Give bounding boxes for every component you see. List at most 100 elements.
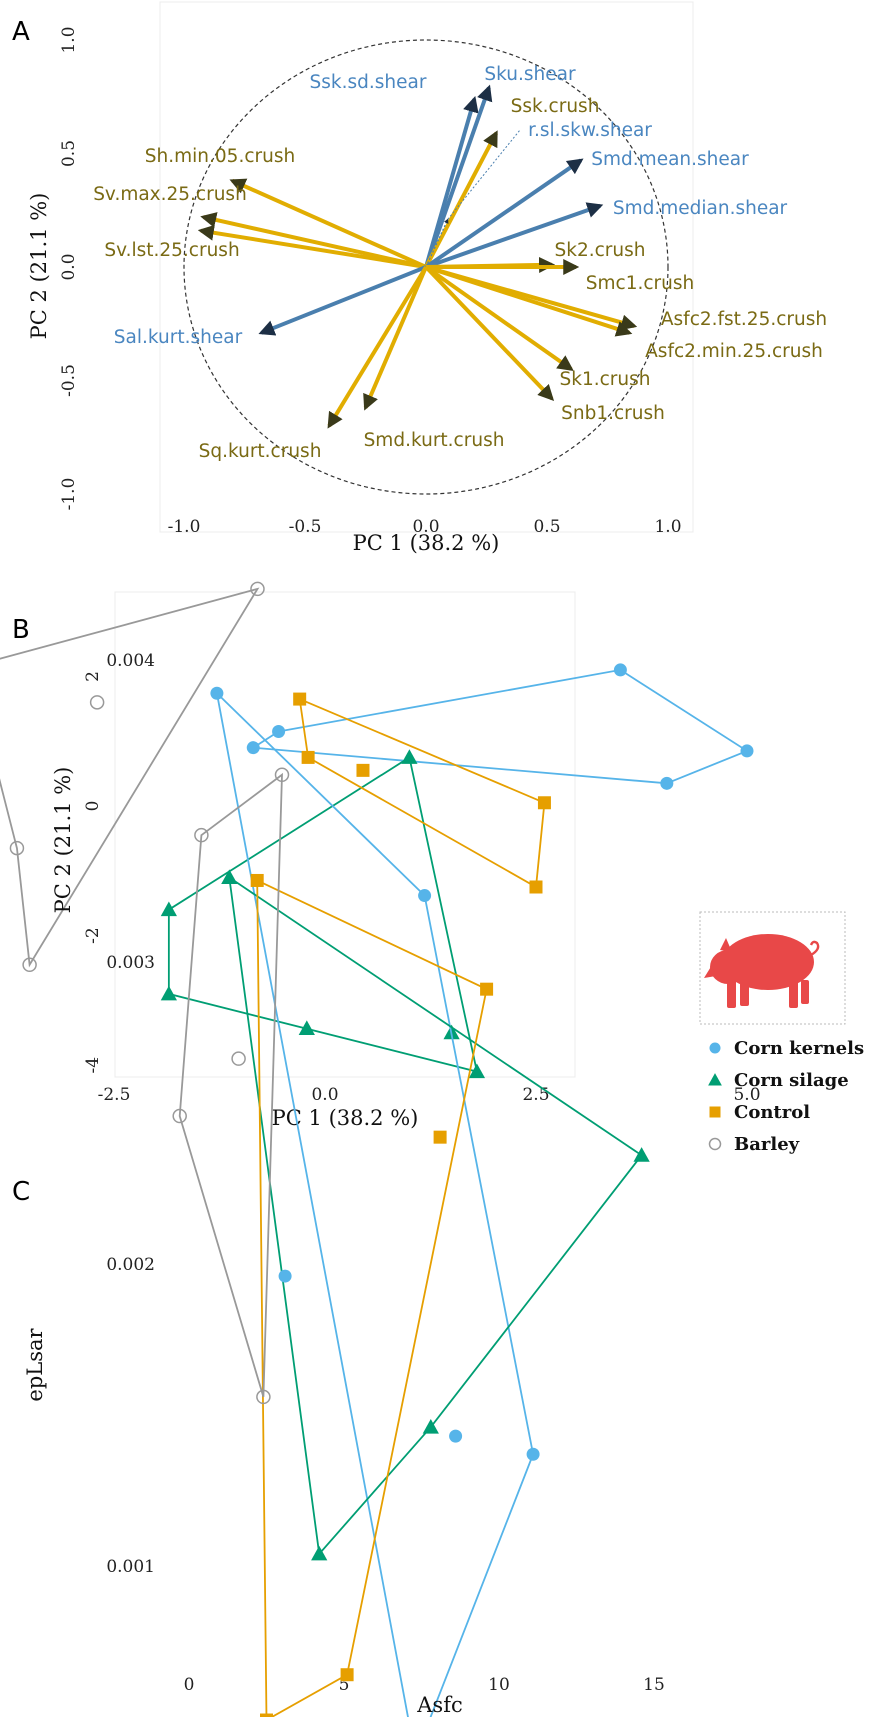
data-point [160, 901, 177, 917]
data-point [293, 692, 307, 706]
raw-plot-points [172, 686, 650, 1717]
data-point [272, 724, 286, 738]
data-point [231, 1051, 246, 1066]
data-point [22, 957, 37, 973]
legend-label: Control [734, 1102, 810, 1123]
group-hull [250, 668, 749, 785]
data-point [221, 869, 238, 884]
loading-label: Smd.median.shear [613, 198, 788, 219]
data-point [422, 1418, 439, 1434]
legend-item: Corn kernels [709, 1038, 864, 1059]
loading-label: Sal.kurt.shear [114, 327, 243, 348]
data-point [708, 1073, 722, 1086]
group-hull [0, 587, 260, 968]
legend: Corn kernels Corn silage Control Barley [699, 911, 864, 1155]
data-point [160, 985, 177, 1001]
legend-label: Corn kernels [734, 1038, 864, 1059]
data-point [298, 1020, 315, 1035]
panel-c-x-axis-title: Asfc [416, 1693, 462, 1717]
loading-arrow [424, 84, 493, 268]
loading-label: Smd.kurt.crush [364, 430, 505, 451]
x-tick-label: 0.5 [533, 517, 560, 537]
loading-labels: Ssk.sd.shear Sku.shear Ssk.crush r.sl.skw.s… [93, 64, 827, 462]
data-point [246, 741, 260, 755]
data-point [194, 827, 209, 843]
data-point [356, 763, 370, 777]
label-leader-line [447, 129, 521, 220]
loading-arrow [425, 218, 449, 268]
y-tick-label: 1.0 [59, 26, 79, 53]
group-hull [167, 755, 479, 1073]
data-point [480, 982, 494, 996]
loading-plot-ticks: -1.0 -0.5 0.0 0.5 1.0 -1.0 -0.5 0.0 0.5 1.0 [59, 26, 682, 537]
data-point [709, 1042, 721, 1054]
data-point [537, 796, 551, 810]
y-tick-label: 0 [83, 801, 103, 812]
x-tick-label: 1.0 [654, 517, 681, 537]
data-point [740, 744, 754, 758]
loading-label: Asfc2.min.25.crush [645, 341, 823, 362]
loading-label: Sk2.crush [555, 240, 646, 261]
panel-a-letter: A [12, 17, 30, 47]
data-point [449, 1429, 463, 1443]
data-point [260, 1713, 273, 1717]
y-tick-label: -2 [83, 927, 103, 944]
y-tick-label: -4 [83, 1057, 103, 1074]
x-tick-label: 10 [488, 1675, 510, 1695]
loading-label: Smc1.crush [586, 273, 694, 294]
x-tick-label: -1.0 [168, 517, 201, 537]
data-point [529, 880, 543, 894]
score-plot-ticks: -2.5 0.0 2.5 5.0 -4 -2 0 2 [83, 671, 761, 1105]
data-point [468, 1063, 486, 1079]
data-point [613, 663, 627, 677]
panel-b-x-axis-title: PC 1 (38.2 %) [272, 1106, 419, 1130]
data-point [311, 1545, 328, 1561]
loading-plot: -1.0 -0.5 0.0 0.5 1.0 -1.0 -0.5 0.0 0.5 1.0 Ssk.s… [27, 1, 827, 555]
panel-c-letter: C [12, 1177, 30, 1207]
data-point [633, 1147, 650, 1162]
group-hull [298, 697, 546, 889]
loading-arrow [197, 224, 427, 269]
data-point [210, 686, 224, 700]
data-point [418, 889, 432, 903]
group-hull [178, 772, 283, 1398]
data-point [89, 695, 105, 710]
y-tick-label: 0.001 [106, 1557, 155, 1577]
legend-label: Barley [734, 1134, 800, 1155]
loading-label: Sh.min.05.crush [145, 146, 295, 167]
y-tick-label: 0.5 [59, 140, 79, 167]
panel-b-letter: B [12, 615, 30, 645]
data-point [709, 1106, 721, 1118]
x-tick-label: 0 [184, 1675, 195, 1695]
data-point [433, 1130, 447, 1144]
x-tick-label: 5 [339, 1675, 350, 1695]
loading-label: Sv.max.25.crush [93, 184, 247, 205]
score-plot: -2.5 0.0 2.5 5.0 -4 -2 0 2 PC 1 (38.2 %) PC 2 (… [0, 581, 761, 1130]
x-tick-label: 5.0 [733, 1085, 760, 1105]
loading-label: Sv.lst.25.crush [104, 240, 239, 261]
data-point [9, 840, 25, 856]
data-point [401, 749, 418, 764]
loading-arrow [424, 158, 584, 269]
y-tick-label: -1.0 [59, 478, 79, 511]
y-tick-label: 0.004 [106, 651, 155, 671]
loading-label: Ssk.sd.shear [310, 72, 427, 93]
panel-a-x-axis-title: PC 1 (38.2 %) [353, 531, 500, 555]
x-tick-label: 2.5 [522, 1085, 549, 1105]
score-plot-points [9, 581, 754, 1079]
legend-item: Barley [708, 1134, 800, 1155]
x-tick-label: -0.5 [289, 517, 322, 537]
data-point [301, 750, 315, 764]
panel-a-y-axis-title: PC 2 (21.1 %) [27, 193, 51, 340]
x-tick-label: -2.5 [98, 1085, 131, 1105]
loading-arrow [424, 265, 574, 371]
loading-arrow [363, 266, 428, 411]
panel-c-y-axis-title: epLsar [23, 1327, 47, 1401]
y-tick-label: 0.003 [106, 953, 155, 973]
loading-arrow [229, 178, 427, 269]
x-tick-label: 0.0 [412, 517, 439, 537]
loading-arrow [425, 202, 604, 269]
loading-arrow [424, 130, 498, 268]
